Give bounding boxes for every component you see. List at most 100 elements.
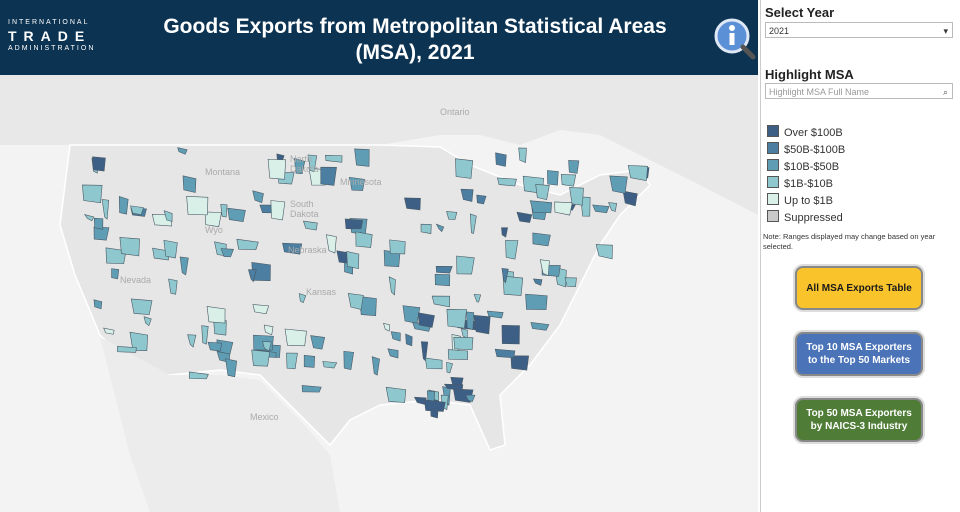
msa-region [294,158,306,175]
info-icon[interactable] [712,16,756,60]
logo-line: INTERNATIONAL [8,19,90,26]
msa-region [446,211,458,220]
msa-region [404,197,421,211]
msa-region [322,361,338,369]
button-label: Top 10 MSA Exporters to the Top 50 Marke… [806,342,912,366]
msa-region [310,335,326,350]
note: Note: Ranges displayed may change based … [763,232,936,251]
msa-region [348,176,365,191]
search-icon: ⌕ [942,87,948,97]
msa-region [117,346,137,353]
msa-region [580,196,591,217]
msa-region [518,147,527,163]
msa-region [325,234,337,254]
msa-region [263,324,274,336]
msa-region [207,341,223,352]
msa-region [530,322,550,331]
msa-region [179,256,189,276]
map-label: Nevada [120,275,151,285]
highlight-search[interactable]: Highlight MSA Full Name ⌕ [765,83,953,99]
msa-region [453,336,474,351]
msa-region [627,165,648,182]
msa-region [262,341,272,352]
msa-region [446,361,453,374]
msa-region [466,311,475,331]
nav-button[interactable]: Top 50 MSA Exporters by NAICS-3 Industry [795,398,923,442]
msa-region [93,217,104,230]
msa-region [510,355,530,371]
msa-region [529,200,553,214]
legend-item: $1B-$10B [767,176,833,192]
msa-region [592,204,610,214]
msa-region [130,205,144,216]
msa-region [307,154,318,172]
msa-region [497,177,517,187]
msa-region [252,190,264,204]
sidebar: Select Year 2021 ▾ Highlight MSA Highligh… [760,0,960,512]
msa-region [227,207,246,222]
map-label: South [290,199,314,209]
msa-region [420,223,432,234]
button-label: Top 50 MSA Exporters by NAICS-3 Industry [806,408,912,432]
legend-label: Suppressed [784,212,843,224]
msa-region [282,242,303,255]
msa-region [402,305,421,324]
map-label: Kansas [306,287,337,297]
msa-region [93,226,110,241]
header: INTERNATIONAL TRADE ADMINISTRATION Goods… [0,0,758,75]
msa-region [418,312,435,328]
legend-label: Up to $1B [784,195,833,207]
msa-region [516,211,533,223]
msa-region [267,158,287,180]
msa-region [501,268,509,284]
map-label: Minnesota [340,177,382,187]
nav-button[interactable]: Top 10 MSA Exporters to the Top 50 Marke… [795,332,923,376]
msa-region [182,175,197,193]
msa-region [455,158,474,179]
msa-region [320,166,337,186]
msa-region [92,156,106,172]
msa-region [569,186,584,206]
msa-region [554,201,573,216]
msa-region [206,306,226,324]
map-label: Dakota [290,164,319,174]
msa-region [344,218,363,230]
legend-label: $50B-$100B [784,144,846,156]
msa-region [355,231,373,248]
legend-item: $10B-$50B [767,159,839,175]
legend-swatch [767,176,779,188]
msa-region [525,293,548,310]
msa-region [129,331,149,351]
msa-region [434,274,451,287]
msa-region [539,259,550,277]
msa-region [220,248,234,258]
msa-region [298,293,307,304]
msa-region [532,232,551,247]
msa-region [248,269,257,283]
msa-region [270,200,286,221]
year-dropdown[interactable]: 2021 ▾ [765,22,953,38]
msa-region [118,195,129,215]
msa-region [424,399,446,412]
msa-region [93,299,103,310]
msa-region [501,325,520,345]
msa-region [456,255,475,275]
nav-button[interactable]: All MSA Exports Table [795,266,923,310]
msa-region [354,148,370,167]
map-label: Nebraska [288,245,327,255]
msa-region [501,227,508,238]
legend-swatch [767,125,779,137]
msa-region [186,195,209,216]
year-value: 2021 [769,26,790,36]
map[interactable]: OntarioNorthDakotaMontanaMinnesotaSouthD… [0,75,758,512]
logo-line: ADMINISTRATION [8,45,96,52]
msa-region [303,220,318,231]
msa-region [469,213,477,234]
map-label: North [290,154,312,164]
search-placeholder: Highlight MSA Full Name [769,87,870,97]
msa-region [143,316,152,327]
msa-region [389,239,406,255]
msa-region [103,327,115,335]
legend-label: $1B-$10B [784,178,833,190]
